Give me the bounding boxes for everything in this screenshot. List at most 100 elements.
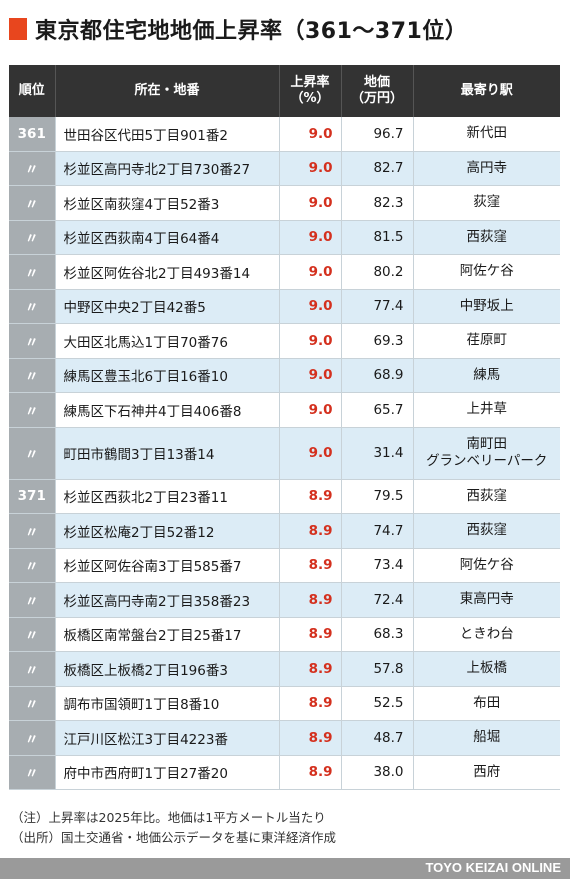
location-cell: 町田市鶴間3丁目13番14	[54, 427, 279, 480]
header-price-line1: 地価	[363, 75, 390, 90]
location-cell: 江戸川区松江3丁目4223番	[54, 720, 279, 756]
rank-cell: 〃	[9, 151, 55, 186]
table-row: 〃杉並区松庵2丁目52番12 8.9 74.7 西荻窪	[9, 513, 560, 549]
notes: （注）上昇率は2025年比。地価は1平方メートル当たり （出所）国土交通省・地価…	[11, 808, 336, 848]
rank-cell: 〃	[9, 220, 55, 255]
station-name: 西荻窪	[466, 228, 508, 245]
station-name: 西荻窪	[466, 522, 508, 539]
rank-cell: 371	[9, 479, 55, 514]
station-cell: 上板橋	[412, 651, 560, 687]
rate-cell: 8.9	[278, 651, 341, 687]
station-name: 上井草	[466, 401, 508, 418]
station-cell: 西府	[412, 755, 560, 790]
table-row: 〃杉並区西荻南4丁目64番4 9.0 81.5 西荻窪	[9, 220, 560, 255]
station-cell: 布田	[412, 686, 560, 721]
location-cell: 杉並区西荻北2丁目23番11	[54, 479, 279, 514]
price-cell: 74.7	[340, 513, 413, 549]
station-name: 東高円寺	[459, 591, 514, 608]
station-cell: 阿佐ケ谷	[412, 254, 560, 290]
price-cell: 79.5	[340, 479, 413, 514]
rank-cell: 〃	[9, 392, 55, 428]
table-row: 〃杉並区南荻窪4丁目52番3 9.0 82.3 荻窪	[9, 185, 560, 221]
header-location: 所在・地番	[54, 65, 279, 117]
header-price: 地価 （万円）	[340, 65, 413, 117]
location-cell: 杉並区阿佐谷南3丁目585番7	[54, 548, 279, 583]
header-rank: 順位	[9, 65, 55, 117]
station-name: グランベリーパーク	[426, 453, 548, 469]
rate-cell: 8.9	[278, 686, 341, 721]
location-cell: 杉並区松庵2丁目52番12	[54, 513, 279, 549]
table-row: 〃中野区中央2丁目42番5 9.0 77.4 中野坂上	[9, 289, 560, 324]
station-cell: 新代田	[412, 117, 560, 152]
location-cell: 世田谷区代田5丁目901番2	[54, 117, 279, 152]
price-cell: 68.9	[340, 358, 413, 393]
rate-cell: 9.0	[278, 185, 341, 221]
rank-cell: 〃	[9, 582, 55, 618]
rank-cell: 〃	[9, 651, 55, 687]
header-rate: 上昇率 （%）	[278, 65, 341, 117]
rate-cell: 8.9	[278, 513, 341, 549]
location-cell: 調布市国領町1丁目8番10	[54, 686, 279, 721]
rate-cell: 9.0	[278, 151, 341, 186]
rate-cell: 9.0	[278, 254, 341, 290]
source-line: （出所）国土交通省・地価公示データを基に東洋経済作成	[11, 830, 337, 845]
rate-cell: 9.0	[278, 427, 341, 480]
station-cell: 阿佐ケ谷	[412, 548, 560, 583]
location-cell: 杉並区高円寺北2丁目730番27	[54, 151, 279, 186]
price-cell: 68.3	[340, 617, 413, 652]
rank-cell: 〃	[9, 755, 55, 790]
rank-cell: 〃	[9, 289, 55, 324]
table-header: 順位 所在・地番 上昇率 （%） 地価 （万円） 最寄り駅	[9, 65, 560, 117]
station-name: 南町田	[466, 436, 508, 452]
rate-cell: 9.0	[278, 392, 341, 428]
station-name: ときわ台	[459, 625, 514, 642]
rate-cell: 8.9	[278, 617, 341, 652]
rank-cell: 〃	[9, 513, 55, 549]
footer-brand: TOYO KEIZAI ONLINE	[425, 860, 561, 875]
title-text: 東京都住宅地地価上昇率（361〜371位）	[35, 19, 468, 44]
rate-cell: 9.0	[278, 117, 341, 152]
station-name: 西荻窪	[466, 487, 508, 504]
table-row: 〃杉並区阿佐谷北2丁目493番14 9.0 80.2 阿佐ケ谷	[9, 254, 560, 290]
price-cell: 69.3	[340, 323, 413, 359]
station-name: 西府	[473, 763, 501, 780]
table-row: 〃板橋区上板橋2丁目196番3 8.9 57.8 上板橋	[9, 651, 560, 687]
station-cell: 荻窪	[412, 185, 560, 221]
table-row: 〃大田区北馬込1丁目70番76 9.0 69.3 荏原町	[9, 323, 560, 359]
table-row: 〃練馬区豊玉北6丁目16番10 9.0 68.9 練馬	[9, 358, 560, 393]
station-name: 荏原町	[466, 332, 508, 349]
location-cell: 杉並区南荻窪4丁目52番3	[54, 185, 279, 221]
price-cell: 57.8	[340, 651, 413, 687]
rank-cell: 〃	[9, 358, 55, 393]
rank-cell: 〃	[9, 323, 55, 359]
price-cell: 96.7	[340, 117, 413, 152]
header-rate-line1: 上昇率	[290, 75, 330, 90]
location-cell: 大田区北馬込1丁目70番76	[54, 323, 279, 359]
station-cell: 西荻窪	[412, 479, 560, 514]
price-cell: 81.5	[340, 220, 413, 255]
location-cell: 杉並区高円寺南2丁目358番23	[54, 582, 279, 618]
rate-cell: 9.0	[278, 289, 341, 324]
station-cell: 中野坂上	[412, 289, 560, 324]
price-cell: 82.3	[340, 185, 413, 221]
rate-cell: 8.9	[278, 755, 341, 790]
rate-cell: 8.9	[278, 479, 341, 514]
rate-cell: 8.9	[278, 720, 341, 756]
station-name: 阿佐ケ谷	[459, 263, 514, 280]
price-cell: 48.7	[340, 720, 413, 756]
rate-cell: 8.9	[278, 582, 341, 618]
table-row: 371 杉並区西荻北2丁目23番11 8.9 79.5 西荻窪	[9, 479, 560, 514]
station-name: 船堀	[473, 729, 501, 746]
ranking-table: 順位 所在・地番 上昇率 （%） 地価 （万円） 最寄り駅 361 世田谷区代田5…	[9, 65, 560, 790]
station-cell: 船堀	[412, 720, 560, 756]
station-name: 布田	[473, 694, 501, 711]
rank-cell: 〃	[9, 254, 55, 290]
table-body: 361 世田谷区代田5丁目901番2 9.0 96.7 新代田〃杉並区高円寺北2丁目73…	[9, 117, 560, 790]
table-row: 〃江戸川区松江3丁目4223番 8.9 48.7 船堀	[9, 720, 560, 756]
table-row: 〃調布市国領町1丁目8番10 8.9 52.5 布田	[9, 686, 560, 721]
price-cell: 73.4	[340, 548, 413, 583]
table-row: 〃杉並区高円寺北2丁目730番27 9.0 82.7 高円寺	[9, 151, 560, 186]
header-station: 最寄り駅	[412, 65, 560, 117]
rank-cell: 〃	[9, 617, 55, 652]
station-name: 荻窪	[473, 194, 501, 211]
